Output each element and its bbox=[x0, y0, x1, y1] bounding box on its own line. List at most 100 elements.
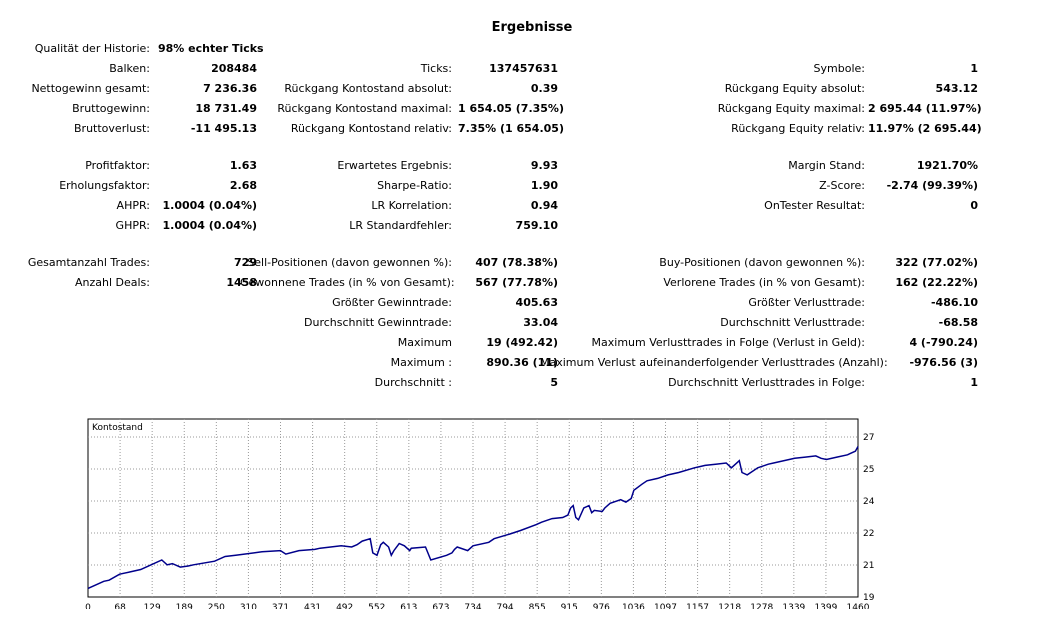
x-tick-label: 189 bbox=[176, 603, 193, 609]
stat-label: Rückgang Kontostand maximal: bbox=[277, 102, 452, 115]
stat-label: Maximum bbox=[397, 336, 452, 349]
y-tick-label: 19638 bbox=[863, 593, 874, 603]
stat-label: Z-Score: bbox=[819, 179, 865, 192]
stat-value: -486.10 bbox=[930, 296, 978, 309]
balance-line bbox=[87, 446, 859, 590]
y-tick-label: 24152 bbox=[863, 497, 874, 507]
stat-label: GHPR: bbox=[115, 219, 150, 232]
balance-chart: 0 68 129 189 250 310 371 431 492 552 613 673 734 794 8… bbox=[85, 418, 874, 609]
x-tick-label: 310 bbox=[240, 603, 257, 609]
stat-value: 162 (22.22%) bbox=[895, 276, 978, 289]
stat-value: 405.63 bbox=[515, 296, 558, 309]
x-tick-label: 794 bbox=[496, 603, 513, 609]
x-tick-label: 552 bbox=[368, 603, 385, 609]
stat-value: 7 236.36 bbox=[203, 82, 257, 95]
y-tick-label: 21142 bbox=[863, 561, 874, 571]
stat-value: -2.74 (99.39%) bbox=[886, 179, 978, 192]
stat-value: 0 bbox=[970, 199, 978, 212]
stat-label: Größter Gewinntrade: bbox=[332, 296, 452, 309]
x-tick-label: 855 bbox=[529, 603, 546, 609]
stat-label: Maximum Verlusttrades in Folge (Verlust … bbox=[591, 336, 865, 349]
stat-value: 1.0004 (0.04%) bbox=[162, 219, 258, 232]
stat-value: 4 (-790.24) bbox=[909, 336, 978, 349]
stat-label: Anzahl Deals: bbox=[74, 276, 150, 289]
stat-value: 567 (77.78%) bbox=[475, 276, 558, 289]
stat-label: Erholungsfaktor: bbox=[59, 179, 150, 192]
stat-value: 407 (78.38%) bbox=[475, 256, 558, 269]
stat-value: -68.58 bbox=[938, 316, 978, 329]
stat-label: AHPR: bbox=[116, 199, 150, 212]
stat-label: Rückgang Equity relativ: bbox=[731, 122, 865, 135]
history-value: 98% echter Ticks bbox=[158, 42, 264, 55]
stat-label: Balken: bbox=[109, 62, 150, 75]
stat-value: 1921.70% bbox=[916, 159, 978, 172]
stat-label: LR Korrelation: bbox=[371, 199, 452, 212]
stat-label: Rückgang Equity absolut: bbox=[724, 82, 865, 95]
x-tick-label: 431 bbox=[304, 603, 321, 609]
stat-label: Größter Verlusttrade: bbox=[748, 296, 865, 309]
stat-value: 1 654.05 (7.35%) bbox=[458, 102, 564, 115]
y-tick-label: 27161 bbox=[863, 433, 874, 443]
stat-label: Rückgang Kontostand relativ: bbox=[290, 122, 452, 135]
plot-frame bbox=[87, 418, 859, 598]
stat-label: Sharpe-Ratio: bbox=[377, 179, 452, 192]
stat-value: 1.63 bbox=[229, 159, 257, 172]
x-tick-label: 1218 bbox=[718, 603, 741, 609]
stat-label: Durchschnitt : bbox=[374, 376, 452, 389]
stat-label: Buy-Positionen (davon gewonnen %): bbox=[659, 256, 865, 269]
x-tick-label: 673 bbox=[432, 603, 449, 609]
stat-label: LR Standardfehler: bbox=[349, 219, 452, 232]
stat-label: Margin Stand: bbox=[788, 159, 865, 172]
stat-label: Durchschnitt Gewinntrade: bbox=[304, 316, 452, 329]
x-tick-label: 371 bbox=[272, 603, 289, 609]
history-label: Qualität der Historie: bbox=[34, 42, 150, 55]
stat-label: Maximum : bbox=[390, 356, 452, 369]
stat-label: Rückgang Kontostand absolut: bbox=[284, 82, 452, 95]
stat-value: 0.94 bbox=[530, 199, 558, 212]
stat-value: 7.35% (1 654.05) bbox=[458, 122, 564, 135]
stat-label: Verlorene Trades (in % von Gesamt): bbox=[663, 276, 865, 289]
x-tick-label: 492 bbox=[336, 603, 353, 609]
x-tick-label: 1399 bbox=[814, 603, 837, 609]
x-tick-label: 250 bbox=[208, 603, 225, 609]
stat-value: -976.56 (3) bbox=[909, 356, 978, 369]
y-tick-label: 22647 bbox=[863, 529, 874, 539]
x-tick-label: 613 bbox=[400, 603, 417, 609]
stat-value: 2.68 bbox=[229, 179, 257, 192]
stat-value: -11 495.13 bbox=[190, 122, 257, 135]
page-title: Ergebnisse bbox=[491, 20, 573, 35]
stat-value: 5 bbox=[550, 376, 558, 389]
stat-label: Ticks: bbox=[420, 62, 452, 75]
x-tick-label: 0 bbox=[85, 603, 91, 609]
stat-label: Profitfaktor: bbox=[85, 159, 150, 172]
stat-value: 0.39 bbox=[530, 82, 558, 95]
stat-value: 729 bbox=[234, 256, 257, 269]
stat-value: 18 731.49 bbox=[195, 102, 257, 115]
x-tick-label: 1157 bbox=[686, 603, 709, 609]
stat-label: Bruttogewinn: bbox=[72, 102, 150, 115]
y-tick-label: 25656 bbox=[863, 465, 874, 475]
stat-value: 1.0004 (0.04%) bbox=[162, 199, 258, 212]
stat-value: 543.12 bbox=[935, 82, 978, 95]
stat-value: 1.90 bbox=[530, 179, 558, 192]
stat-value: 137457631 bbox=[489, 62, 558, 75]
stat-label: Bruttoverlust: bbox=[74, 122, 150, 135]
x-tick-label: 68 bbox=[114, 603, 126, 609]
stat-label: OnTester Resultat: bbox=[764, 199, 865, 212]
stat-label: Maximum Verlust aufeinanderfolgender Ver… bbox=[540, 356, 888, 369]
stat-label: Gesamtanzahl Trades: bbox=[27, 256, 150, 269]
stat-value: 11.97% (2 695.44) bbox=[868, 122, 982, 135]
stat-value: 33.04 bbox=[523, 316, 558, 329]
x-tick-label: 1097 bbox=[654, 603, 677, 609]
stat-value: 1 bbox=[970, 62, 978, 75]
stat-label: Durchschnitt Verlusttrades in Folge: bbox=[668, 376, 865, 389]
stat-value: 890.36 (11) bbox=[486, 356, 558, 369]
stat-label: Sell-Positionen (davon gewonnen %): bbox=[247, 256, 452, 269]
x-tick-label: 129 bbox=[144, 603, 161, 609]
stat-value: 759.10 bbox=[515, 219, 558, 232]
stat-value: 19 (492.42) bbox=[486, 336, 558, 349]
stat-value: 9.93 bbox=[530, 159, 558, 172]
stat-label: Rückgang Equity maximal: bbox=[717, 102, 865, 115]
stat-label: Durchschnitt Verlusttrade: bbox=[720, 316, 865, 329]
x-tick-label: 915 bbox=[561, 603, 578, 609]
